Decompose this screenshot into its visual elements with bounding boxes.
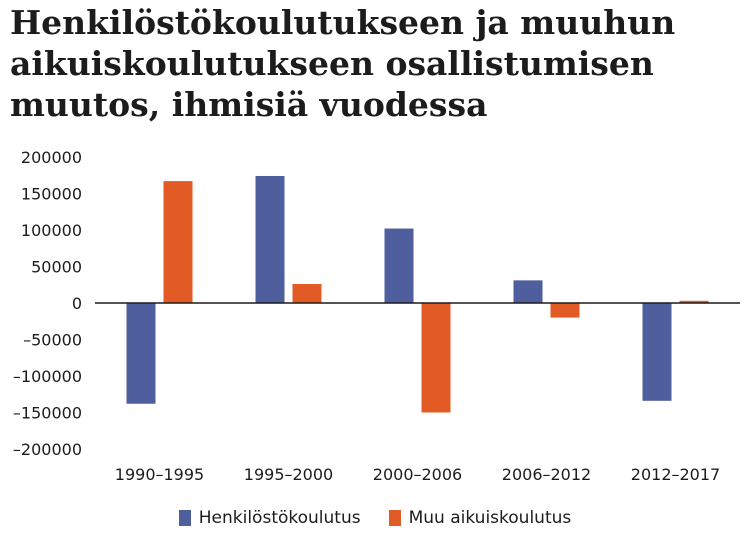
bar-muu-aikuiskoulutus-4	[550, 303, 580, 318]
bar-henkilostokoulutus-2	[255, 175, 285, 303]
x-tick-label: 2006–2012	[502, 465, 591, 484]
y-tick-label: 100000	[21, 221, 82, 240]
chart-title: Henkilöstökoulutukseen ja muuhun aikuisk…	[10, 2, 740, 125]
x-tick-label: 1995–2000	[244, 465, 333, 484]
legend-swatch-muu-aikuiskoulutus	[388, 510, 401, 526]
legend-item-henkilostokoulutus: Henkilöstökoulutus	[178, 508, 361, 528]
y-tick-label: –100000	[13, 367, 82, 386]
bar-henkilostokoulutus-3	[384, 228, 414, 303]
y-tick-label: 150000	[21, 185, 82, 204]
y-tick-label: –150000	[13, 404, 82, 423]
legend-item-muu-aikuiskoulutus: Muu aikuiskoulutus	[388, 508, 572, 528]
bar-henkilostokoulutus-1	[126, 303, 156, 404]
x-tick-label: 2000–2006	[373, 465, 462, 484]
bar-henkilostokoulutus-5	[642, 303, 672, 401]
chart-legend: Henkilöstökoulutus Muu aikuiskoulutus	[0, 508, 750, 528]
y-tick-label: –50000	[23, 331, 82, 350]
legend-label-henkilostokoulutus: Henkilöstökoulutus	[198, 508, 361, 528]
x-tick-label: 1990–1995	[115, 465, 204, 484]
chart-title-line-1: Henkilöstökoulutukseen ja muuhun	[10, 3, 676, 42]
y-tick-label: 200000	[21, 148, 82, 167]
y-tick-label: 0	[72, 294, 82, 313]
legend-swatch-henkilostokoulutus	[178, 510, 191, 526]
chart-title-line-2: aikuiskoulutukseen osallistumisen	[10, 44, 654, 83]
bar-chart: 200000 150000 100000 50000 0 –50000 –100000 –15…	[13, 148, 740, 484]
bar-muu-aikuiskoulutus-3	[421, 303, 451, 413]
chart-title-line-3: muutos, ihmisiä vuodessa	[10, 85, 488, 124]
bar-henkilostokoulutus-4	[513, 280, 543, 303]
x-tick-label: 2012–2017	[631, 465, 720, 484]
legend-label-muu-aikuiskoulutus: Muu aikuiskoulutus	[408, 508, 572, 528]
bar-muu-aikuiskoulutus-1	[163, 181, 193, 303]
y-tick-label: –200000	[13, 440, 82, 459]
bar-muu-aikuiskoulutus-2	[292, 284, 322, 303]
y-tick-label: 50000	[31, 258, 82, 277]
bar-muu-aikuiskoulutus-5	[679, 300, 709, 303]
